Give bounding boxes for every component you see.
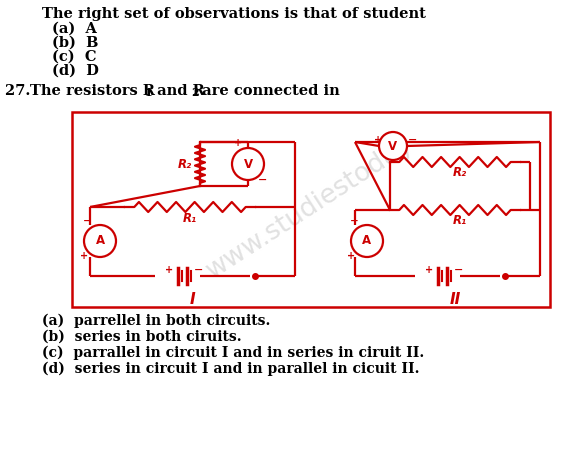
Text: I: I xyxy=(189,292,195,308)
Text: +: + xyxy=(374,135,382,145)
Circle shape xyxy=(84,225,116,257)
Text: R₁: R₁ xyxy=(183,212,197,225)
Text: (d)  D: (d) D xyxy=(52,64,99,78)
Text: The resistors R: The resistors R xyxy=(30,84,155,98)
Text: R₁: R₁ xyxy=(453,214,467,227)
Text: (b)  series in both ciruits.: (b) series in both ciruits. xyxy=(42,330,242,344)
Text: −: − xyxy=(194,265,204,275)
Text: are connected in: are connected in xyxy=(197,84,340,98)
Text: 2: 2 xyxy=(191,87,199,98)
Text: −: − xyxy=(408,135,418,145)
Circle shape xyxy=(232,148,264,180)
Text: A: A xyxy=(363,235,371,248)
Text: (c)  parrallel in circuit I and in series in ciruit II.: (c) parrallel in circuit I and in series… xyxy=(42,346,424,360)
Text: −: − xyxy=(258,175,267,185)
Text: +: + xyxy=(234,138,242,148)
Text: www.studiestoday: www.studiestoday xyxy=(202,130,418,284)
Text: and R: and R xyxy=(152,84,205,98)
Circle shape xyxy=(379,132,407,160)
Circle shape xyxy=(351,225,383,257)
Text: R₂: R₂ xyxy=(178,158,192,170)
Text: (a)  parrellel in both circuits.: (a) parrellel in both circuits. xyxy=(42,314,270,328)
Text: −: − xyxy=(350,216,359,226)
Text: 27.: 27. xyxy=(5,84,36,98)
Text: +: + xyxy=(347,251,355,261)
Text: (c)  C: (c) C xyxy=(52,50,96,64)
Text: II: II xyxy=(449,292,461,308)
Text: A: A xyxy=(95,235,105,248)
Text: −: − xyxy=(83,216,92,226)
Text: R₂: R₂ xyxy=(453,166,467,180)
Text: +: + xyxy=(80,251,88,261)
Bar xyxy=(72,112,550,307)
Text: The right set of observations is that of student: The right set of observations is that of… xyxy=(42,7,426,21)
Text: (b)  B: (b) B xyxy=(52,36,98,50)
Text: (a)  A: (a) A xyxy=(52,22,97,36)
Text: +: + xyxy=(425,265,433,275)
Text: +: + xyxy=(165,265,173,275)
Text: V: V xyxy=(388,140,398,152)
Text: V: V xyxy=(244,158,252,170)
Text: 1: 1 xyxy=(145,87,152,98)
Text: −: − xyxy=(454,265,464,275)
Text: (d)  series in circuit I and in parallel in cicuit II.: (d) series in circuit I and in parallel … xyxy=(42,362,419,377)
